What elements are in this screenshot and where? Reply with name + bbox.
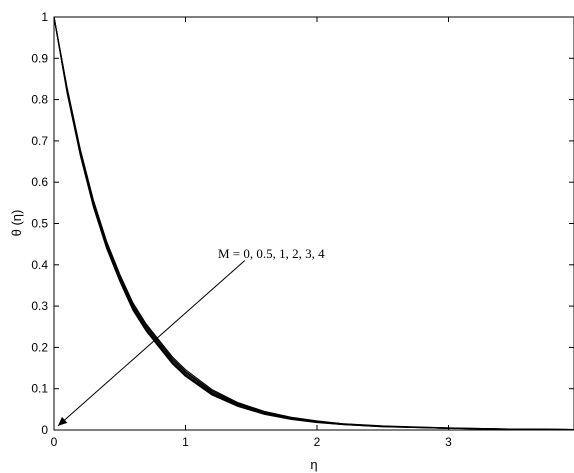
annotation-arrow [57,260,246,427]
series-line-0 [53,16,574,431]
x-tick-label: 0 [51,435,58,449]
series-line-5 [53,16,574,431]
y-tick-label: 0.6 [31,175,48,189]
x-tick-label: 2 [314,435,321,449]
annotation-text: M = 0, 0.5, 1, 2, 3, 4 [218,246,325,261]
y-tick-label: 0 [41,423,48,437]
x-tick-label: 1 [182,435,189,449]
annotation: M = 0, 0.5, 1, 2, 3, 4 [57,246,325,427]
x-tick-label: 3 [445,435,452,449]
series-line-4 [53,16,574,431]
y-tick-label: 0.2 [31,340,48,354]
x-axis-ticks: 0 1 2 3 [51,17,452,449]
y-tick-label: 1 [41,10,48,24]
x-axis-label: η [310,457,317,472]
y-tick-label: 0.7 [31,134,48,148]
y-tick-label: 0.8 [31,93,48,107]
y-tick-label: 0.9 [31,51,48,65]
y-tick-label: 0.1 [31,382,48,396]
y-tick-label: 0.5 [31,217,48,231]
series-line-3 [53,16,574,431]
series-line-2 [53,16,574,431]
annotation-arrowhead [57,416,68,426]
y-axis-label: θ (η) [9,210,24,237]
series-line-1 [53,16,574,431]
y-axis-ticks: 0 0.1 0.2 0.3 0.4 0.5 0.6 0.7 0.8 0.9 1 [31,10,574,437]
plot-frame [53,16,574,431]
y-tick-label: 0.3 [31,299,48,313]
series-lines [53,16,574,431]
y-tick-label: 0.4 [31,258,48,272]
